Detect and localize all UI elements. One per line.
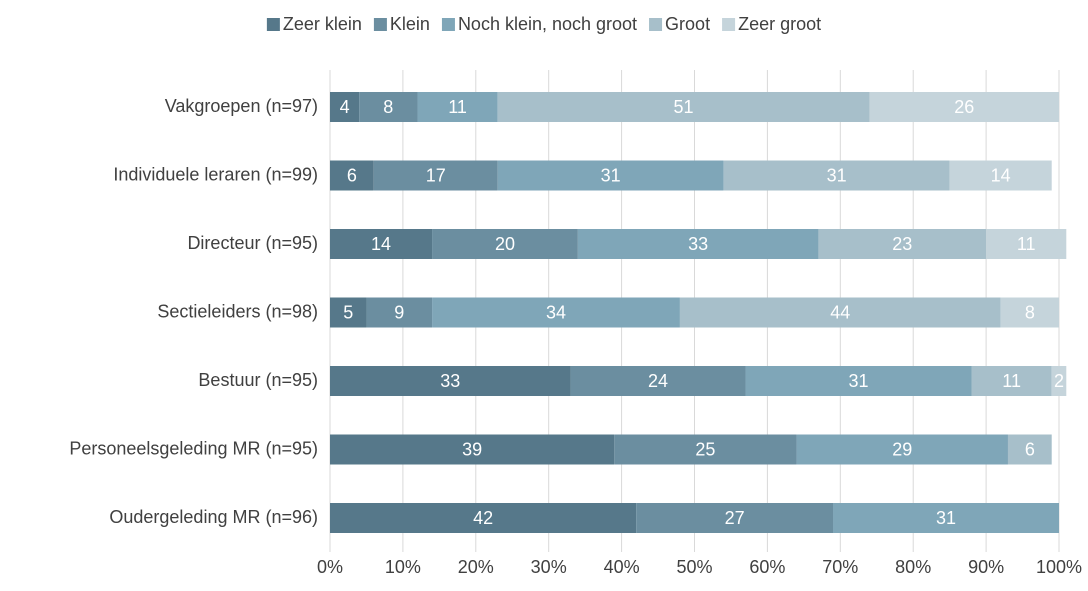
legend-label: Groot xyxy=(665,14,710,34)
y-tick-label: Sectieleiders (n=98) xyxy=(157,301,318,321)
legend-label: Klein xyxy=(390,14,430,34)
legend-swatch xyxy=(722,18,736,31)
x-tick-label: 10% xyxy=(385,557,421,577)
data-label: 14 xyxy=(991,165,1011,185)
bar-segment xyxy=(1007,434,1052,465)
bar-segment xyxy=(497,160,724,191)
bar-segment xyxy=(330,229,433,259)
bar-segment xyxy=(745,366,972,396)
data-label: 11 xyxy=(1017,234,1036,254)
data-label: 14 xyxy=(371,234,391,254)
bar-segment xyxy=(723,160,950,191)
bar-segment xyxy=(614,434,797,465)
y-tick-label: Oudergeleding MR (n=96) xyxy=(109,507,318,527)
y-tick-label: Personeelsgeleding MR (n=95) xyxy=(69,438,318,458)
bar-segment xyxy=(1000,297,1059,328)
x-tick-label: 30% xyxy=(531,557,567,577)
bar-segment xyxy=(373,160,498,191)
data-label: 6 xyxy=(1025,439,1035,459)
data-label: 5 xyxy=(343,302,353,322)
bar-segment xyxy=(330,297,367,328)
data-label: 26 xyxy=(954,97,974,117)
bar-segment xyxy=(796,434,1008,465)
data-label: 11 xyxy=(1002,371,1021,391)
x-tick-label: 60% xyxy=(749,557,785,577)
x-tick-label: 50% xyxy=(676,557,712,577)
bar-segment xyxy=(432,229,578,259)
data-label: 8 xyxy=(383,97,393,117)
data-label: 31 xyxy=(827,165,847,185)
x-tick-label: 80% xyxy=(895,557,931,577)
bar-segment xyxy=(366,297,433,328)
bar-segment xyxy=(833,503,1059,533)
legend-swatch xyxy=(266,18,280,31)
data-label: 31 xyxy=(936,508,956,528)
x-tick-label: 90% xyxy=(968,557,1004,577)
bar-segment xyxy=(1051,366,1067,396)
data-label: 9 xyxy=(394,302,404,322)
x-tick-label: 20% xyxy=(458,557,494,577)
data-label: 17 xyxy=(426,165,446,185)
bar-segment xyxy=(986,229,1067,259)
legend-label: Noch klein, noch groot xyxy=(458,14,637,34)
y-tick-label: Vakgroepen (n=97) xyxy=(165,96,318,116)
bar-segment xyxy=(330,503,637,533)
data-label: 29 xyxy=(892,439,912,459)
data-label: 6 xyxy=(347,165,357,185)
bar-segment xyxy=(577,229,819,259)
data-label: 51 xyxy=(674,97,694,117)
x-tick-label: 0% xyxy=(317,557,343,577)
bar-segment xyxy=(359,92,418,122)
data-label: 4 xyxy=(340,97,350,117)
data-label: 42 xyxy=(473,508,493,528)
data-label: 8 xyxy=(1025,302,1035,322)
data-label: 24 xyxy=(648,371,668,391)
data-label: 31 xyxy=(849,371,869,391)
bar-segment xyxy=(570,366,746,396)
data-label: 23 xyxy=(892,234,912,254)
data-label: 39 xyxy=(462,439,482,459)
legend-swatch xyxy=(441,18,455,31)
x-tick-label: 40% xyxy=(604,557,640,577)
bar-segment xyxy=(497,92,870,122)
data-label: 20 xyxy=(495,234,515,254)
y-tick-label: Bestuur (n=95) xyxy=(198,370,318,390)
data-label: 25 xyxy=(695,439,715,459)
legend-label: Zeer klein xyxy=(283,14,362,34)
bar-segment xyxy=(330,160,374,191)
data-label: 27 xyxy=(725,508,745,528)
bar-segment xyxy=(417,92,498,122)
data-label: 31 xyxy=(601,165,621,185)
data-label: 33 xyxy=(688,234,708,254)
bar-segment xyxy=(949,160,1052,191)
bar-segment xyxy=(636,503,834,533)
data-label: 33 xyxy=(440,371,460,391)
x-tick-label: 70% xyxy=(822,557,858,577)
y-tick-label: Individuele leraren (n=99) xyxy=(113,164,318,184)
data-label: 34 xyxy=(546,302,566,322)
bar-segment xyxy=(679,297,1001,328)
legend-swatch xyxy=(649,18,663,31)
x-tick-label: 100% xyxy=(1036,557,1082,577)
bar-segment xyxy=(432,297,680,328)
bar-segment xyxy=(869,92,1059,122)
data-label: 11 xyxy=(448,97,467,117)
data-label: 2 xyxy=(1054,371,1064,391)
bar-segment xyxy=(971,366,1052,396)
legend-label: Zeer groot xyxy=(738,14,821,34)
bar-segment xyxy=(330,92,360,122)
bar-segment xyxy=(330,366,571,396)
bar-segment xyxy=(818,229,987,259)
bar-segment xyxy=(330,434,615,465)
legend-swatch xyxy=(373,18,387,31)
y-tick-label: Directeur (n=95) xyxy=(187,233,318,253)
data-label: 44 xyxy=(830,302,850,322)
